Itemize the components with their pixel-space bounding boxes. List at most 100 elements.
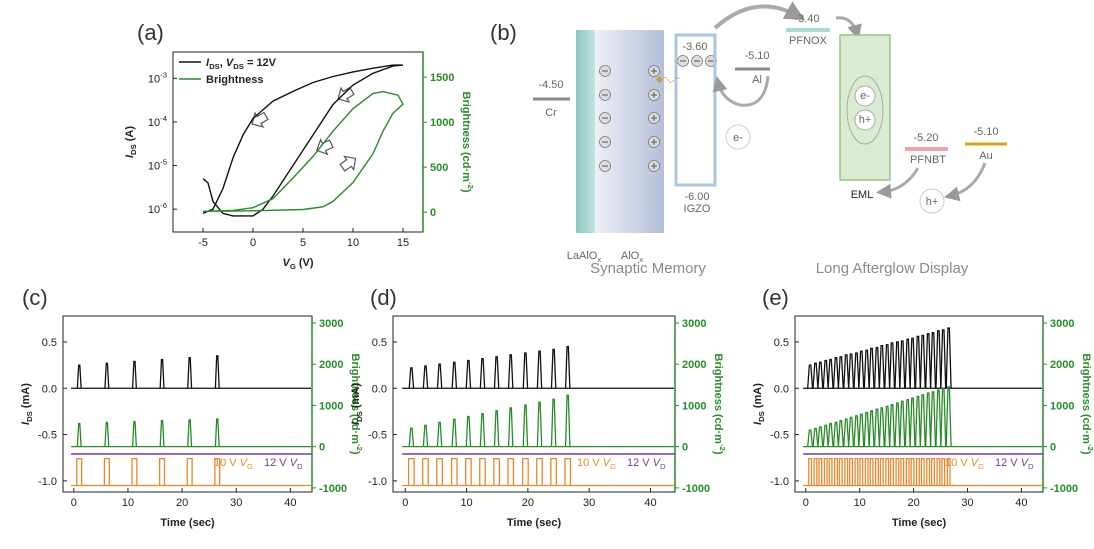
- pulse: [847, 416, 855, 447]
- pulse: [522, 458, 529, 486]
- pulse: [929, 391, 937, 447]
- x-tick-label: 20: [176, 497, 188, 509]
- x-tick-label: 0: [250, 237, 256, 249]
- y2-tick-label: 2000: [319, 359, 343, 371]
- pulse: [931, 458, 936, 486]
- x-tick-label: 5: [300, 237, 306, 249]
- carrier: [854, 109, 876, 131]
- y2-tick-label: 0: [682, 442, 688, 454]
- energy-value: -5.20: [913, 132, 938, 144]
- pulse: [885, 458, 890, 486]
- laalox-layer: [576, 30, 595, 233]
- pulse: [940, 387, 947, 447]
- pulse: [910, 458, 915, 486]
- pulse: [935, 330, 942, 389]
- y-tick-label: 10-4: [148, 114, 168, 129]
- y2-tick-label: 1000: [430, 117, 454, 129]
- pulse: [874, 458, 879, 486]
- pulse: [899, 400, 906, 447]
- pulse: [812, 362, 819, 389]
- pulse: [909, 397, 916, 447]
- y2-tick-label: -1000: [682, 483, 710, 495]
- y2-tick-label: 1000: [682, 400, 706, 412]
- pulse: [507, 458, 515, 486]
- pulse: [894, 341, 901, 389]
- diagram: (b) -4.50 Cr LaAlOx AlOx -3.60 -6.00 IGZ…: [490, 1, 1007, 277]
- x-tick-label: -5: [198, 237, 208, 249]
- pulse: [940, 329, 947, 389]
- pulse: [564, 458, 572, 486]
- series-label: 12 V VD: [995, 457, 1034, 471]
- pulse: [465, 415, 472, 447]
- caption: Long Afterglow Display: [816, 260, 969, 277]
- y-tick-label: -1.0: [38, 476, 57, 488]
- pulse: [408, 367, 415, 389]
- pulse: [550, 458, 558, 486]
- pulse: [833, 458, 838, 486]
- pulse: [946, 458, 951, 486]
- y-tick-label: -1.0: [368, 476, 387, 488]
- pulse: [914, 335, 921, 389]
- arrow: [712, 75, 770, 107]
- pulse: [909, 337, 916, 389]
- y2-tick-label: 2000: [682, 359, 706, 371]
- pulse: [493, 410, 500, 447]
- pulse: [465, 359, 472, 389]
- material-name: PFNBT: [910, 154, 946, 166]
- pulse: [827, 422, 834, 447]
- series-label: 10 V VG: [214, 457, 253, 471]
- pulse: [873, 408, 881, 447]
- trap: [655, 75, 664, 84]
- x-tick-label: 0: [71, 497, 77, 509]
- pulse: [899, 340, 906, 389]
- x-tick-label: 30: [230, 497, 242, 509]
- pulse: [451, 418, 458, 447]
- y-tick-label: 10-6: [148, 201, 167, 216]
- pulse: [864, 458, 869, 486]
- pulse: [76, 458, 83, 486]
- pulse: [422, 458, 429, 486]
- pulse: [550, 348, 557, 389]
- pulse: [807, 429, 814, 447]
- pulse: [479, 413, 486, 447]
- pulse: [945, 327, 952, 389]
- panel-label: (e): [762, 285, 789, 310]
- y2-tick-label: -1000: [1050, 483, 1078, 495]
- x-tick-label: 30: [961, 497, 973, 509]
- pulse: [564, 345, 571, 389]
- pulse: [536, 458, 543, 486]
- y2-tick-label: 0: [319, 442, 325, 454]
- material-name: Cr: [545, 107, 557, 119]
- pulse: [536, 350, 543, 389]
- pulse: [214, 355, 220, 389]
- y2-tick-label: 3000: [319, 318, 343, 330]
- pulse: [104, 421, 110, 447]
- y-tick-label: 0.0: [42, 383, 57, 395]
- arrow: [944, 162, 987, 202]
- pulse: [817, 426, 824, 447]
- pulse: [873, 346, 881, 389]
- pulse: [859, 458, 864, 486]
- pulse: [905, 458, 910, 486]
- y-tick-label: -0.5: [770, 430, 789, 442]
- pulse: [159, 420, 165, 447]
- material-name: Au: [979, 150, 992, 162]
- pulse: [131, 420, 137, 447]
- material-name: PFNOX: [789, 35, 828, 47]
- material-name: LaAlOx: [567, 250, 602, 264]
- pulse: [131, 360, 137, 389]
- pulse: [422, 424, 429, 447]
- pulse: [828, 458, 833, 486]
- y2-tick-label: 500: [430, 162, 448, 174]
- pulse: [849, 458, 854, 486]
- carrier-label: e-: [860, 90, 870, 102]
- y2-tick-label: 2000: [1050, 359, 1074, 371]
- pulse: [853, 352, 860, 389]
- pulse: [868, 410, 875, 447]
- x-tick-label: 15: [397, 237, 409, 249]
- charge-signs: [602, 60, 714, 169]
- pulse: [408, 427, 415, 447]
- pulse: [76, 364, 82, 389]
- x-axis-label: VG (V): [282, 257, 313, 271]
- pulse: [479, 458, 486, 486]
